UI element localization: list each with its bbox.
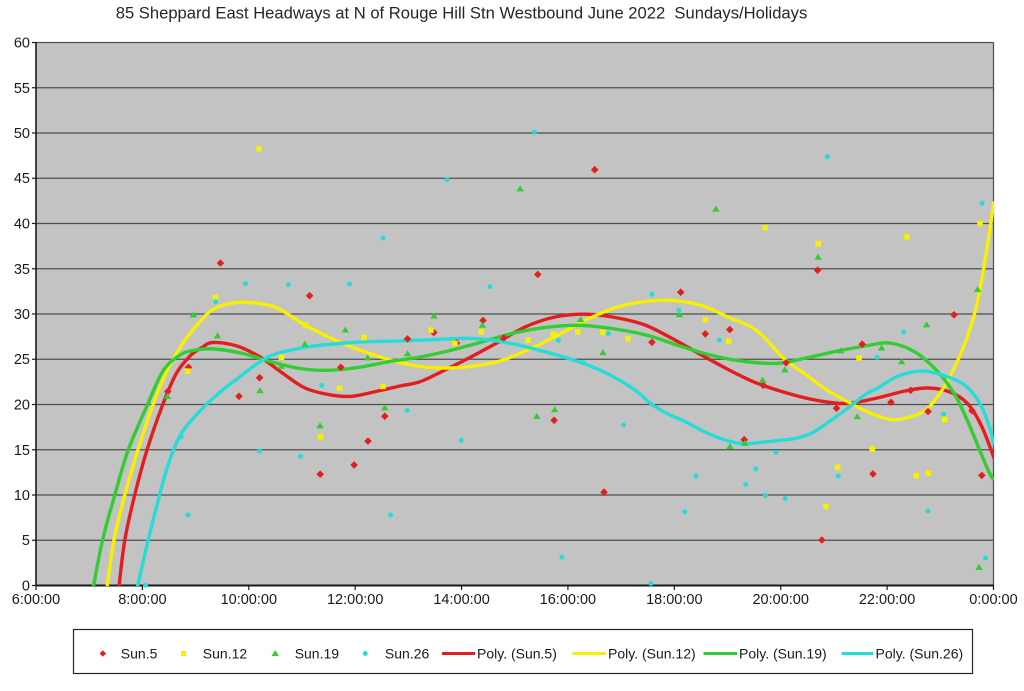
svg-text:30: 30 [14,307,30,323]
svg-text:8:00:00: 8:00:00 [118,592,166,608]
svg-text:Poly. (Sun.19): Poly. (Sun.19) [739,646,827,662]
svg-text:0:00:00: 0:00:00 [969,592,1017,608]
svg-text:Sun.5: Sun.5 [121,646,158,662]
svg-text:5: 5 [22,533,30,549]
svg-text:0: 0 [22,579,30,595]
svg-text:20:00:00: 20:00:00 [752,592,808,608]
svg-text:50: 50 [14,126,30,142]
svg-text:Sun.12: Sun.12 [203,646,248,662]
svg-text:10:00:00: 10:00:00 [221,592,277,608]
svg-text:40: 40 [14,217,30,233]
svg-text:6:00:00: 6:00:00 [12,592,60,608]
svg-text:55: 55 [14,81,30,97]
svg-text:18:00:00: 18:00:00 [646,592,702,608]
svg-text:22:00:00: 22:00:00 [859,592,915,608]
svg-text:25: 25 [14,352,30,368]
svg-text:12:00:00: 12:00:00 [327,592,383,608]
svg-text:Poly. (Sun.26): Poly. (Sun.26) [876,646,964,662]
svg-text:Poly. (Sun.12): Poly. (Sun.12) [608,646,696,662]
svg-text:20: 20 [14,398,30,414]
svg-text:60: 60 [14,36,30,52]
svg-text:14:00:00: 14:00:00 [433,592,489,608]
svg-text:45: 45 [14,171,30,187]
svg-text:Sun.26: Sun.26 [385,646,430,662]
svg-text:15: 15 [14,443,30,459]
svg-text:Poly. (Sun.5): Poly. (Sun.5) [477,646,557,662]
svg-text:16:00:00: 16:00:00 [540,592,596,608]
svg-text:10: 10 [14,488,30,504]
svg-text:35: 35 [14,262,30,278]
svg-text:Sun.19: Sun.19 [295,646,340,662]
svg-text:85 Sheppard East Headways at N: 85 Sheppard East Headways at N of Rouge … [116,4,808,23]
